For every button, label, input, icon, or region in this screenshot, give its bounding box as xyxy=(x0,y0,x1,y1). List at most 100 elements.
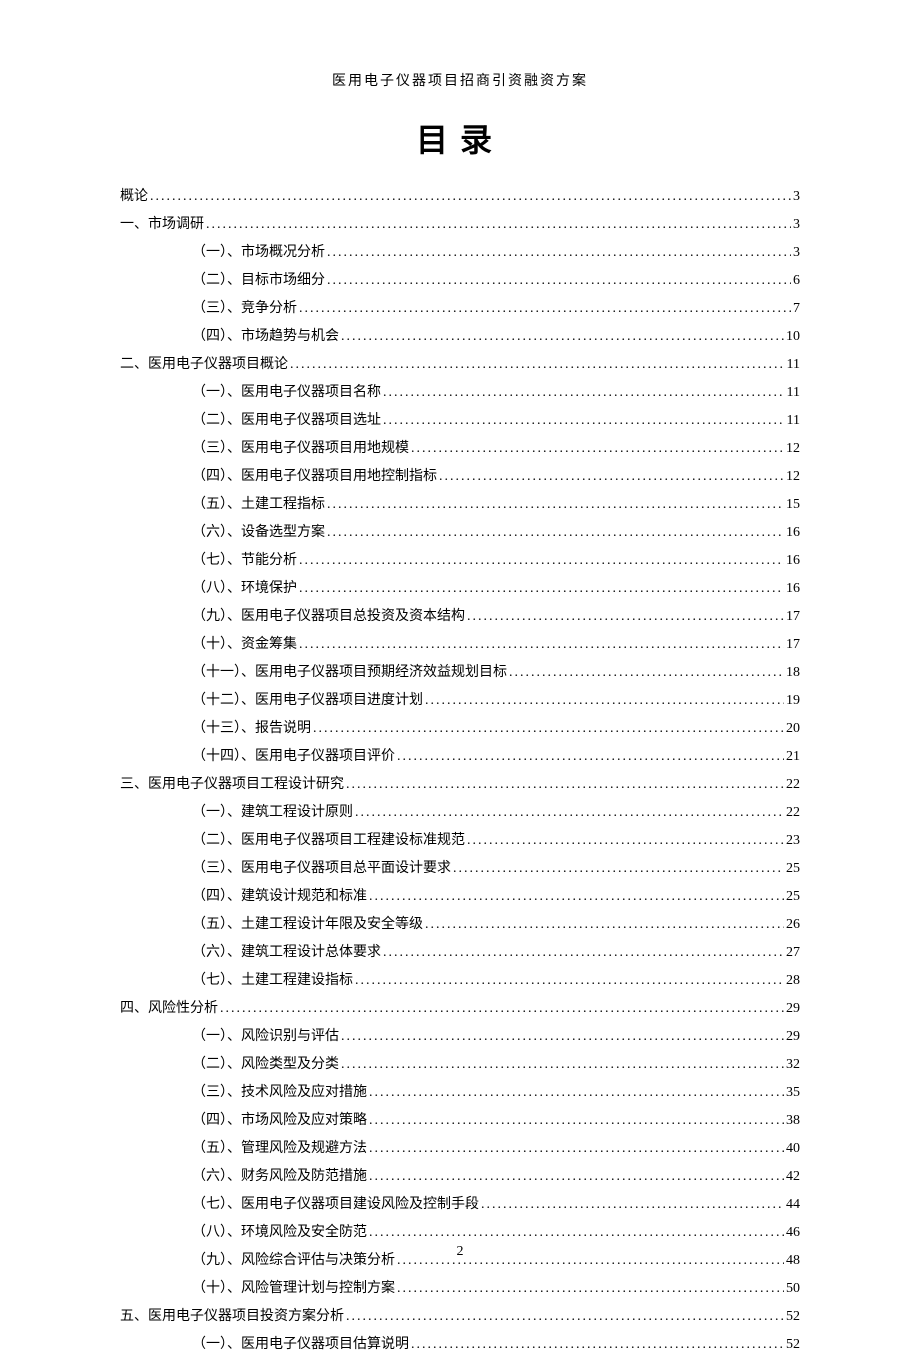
toc-entry-page: 44 xyxy=(786,1191,800,1219)
toc-entry-label: （十三）、报告说明 xyxy=(192,715,311,743)
toc-entry-label: （十）、资金筹集 xyxy=(192,631,297,659)
toc-entry-page: 11 xyxy=(787,407,800,435)
toc-entry-dots: ........................................… xyxy=(411,435,784,463)
toc-entry-label: 三、医用电子仪器项目工程设计研究 xyxy=(120,771,344,799)
toc-entry-label: （二）、风险类型及分类 xyxy=(192,1051,339,1079)
main-title: 目录 xyxy=(120,115,800,161)
toc-entry-dots: ........................................… xyxy=(369,1079,784,1107)
toc-entry-label: （一）、建筑工程设计原则 xyxy=(192,799,353,827)
toc-entry-page: 22 xyxy=(786,799,800,827)
toc-entry: （一）、市场概况分析..............................… xyxy=(120,239,800,267)
toc-entry: （二）、目标市场细分..............................… xyxy=(120,267,800,295)
toc-entry-label: （七）、节能分析 xyxy=(192,547,297,575)
toc-entry-label: （八）、环境保护 xyxy=(192,575,297,603)
toc-entry-dots: ........................................… xyxy=(369,1135,784,1163)
toc-entry-label: （三）、技术风险及应对措施 xyxy=(192,1079,367,1107)
toc-entry-label: （二）、医用电子仪器项目工程建设标准规范 xyxy=(192,827,465,855)
toc-entry-dots: ........................................… xyxy=(369,1219,784,1247)
toc-entry-dots: ........................................… xyxy=(346,771,784,799)
toc-entry: （八）、环境保护................................… xyxy=(120,575,800,603)
toc-entry: （八）、环境风险及安全防范...........................… xyxy=(120,1219,800,1247)
toc-entry-dots: ........................................… xyxy=(346,1303,784,1331)
toc-entry: （四）、市场趋势与机会.............................… xyxy=(120,323,800,351)
toc-entry: （三）、医用电子仪器项目总平面设计要求.....................… xyxy=(120,855,800,883)
toc-entry-page: 29 xyxy=(786,995,800,1023)
toc-entry-page: 16 xyxy=(786,519,800,547)
toc-entry-dots: ........................................… xyxy=(341,1023,784,1051)
toc-entry-dots: ........................................… xyxy=(397,743,784,771)
toc-entry-label: （五）、土建工程指标 xyxy=(192,491,325,519)
toc-entry-page: 23 xyxy=(786,827,800,855)
toc-entry-label: 概论 xyxy=(120,183,148,211)
toc-entry: （七）、节能分析................................… xyxy=(120,547,800,575)
toc-entry: 四、风险性分析.................................… xyxy=(120,995,800,1023)
toc-entry: （五）、土建工程设计年限及安全等级.......................… xyxy=(120,911,800,939)
toc-entry: （二）、医用电子仪器项目选址..........................… xyxy=(120,407,800,435)
toc-entry: 二、医用电子仪器项目概论............................… xyxy=(120,351,800,379)
toc-entry: （十）、资金筹集................................… xyxy=(120,631,800,659)
toc-entry-label: （七）、土建工程建设指标 xyxy=(192,967,353,995)
toc-entry-dots: ........................................… xyxy=(327,519,784,547)
toc-entry: （七）、医用电子仪器项目建设风险及控制手段...................… xyxy=(120,1191,800,1219)
toc-entry: （六）、财务风险及防范措施...........................… xyxy=(120,1163,800,1191)
toc-entry-label: （五）、土建工程设计年限及安全等级 xyxy=(192,911,423,939)
toc-entry-dots: ........................................… xyxy=(467,827,784,855)
toc-entry-dots: ........................................… xyxy=(439,463,784,491)
toc-entry-label: （一）、医用电子仪器项目估算说明 xyxy=(192,1331,409,1359)
toc-entry-dots: ........................................… xyxy=(397,1275,784,1303)
toc-entry-page: 20 xyxy=(786,715,800,743)
toc-entry-page: 22 xyxy=(786,771,800,799)
toc-entry-page: 15 xyxy=(786,491,800,519)
toc-entry-label: （九）、医用电子仪器项目总投资及资本结构 xyxy=(192,603,465,631)
toc-entry-dots: ........................................… xyxy=(355,967,784,995)
toc-entry: （七）、土建工程建设指标............................… xyxy=(120,967,800,995)
toc-entry-label: （二）、医用电子仪器项目选址 xyxy=(192,407,381,435)
toc-entry-dots: ........................................… xyxy=(467,603,784,631)
toc-entry-label: （二）、目标市场细分 xyxy=(192,267,325,295)
toc-entry-page: 28 xyxy=(786,967,800,995)
toc-entry: （一）、风险识别与评估.............................… xyxy=(120,1023,800,1051)
toc-entry-page: 3 xyxy=(793,211,800,239)
toc-entry-page: 11 xyxy=(787,379,800,407)
toc-entry: （三）、医用电子仪器项目用地规模........................… xyxy=(120,435,800,463)
toc-entry-dots: ........................................… xyxy=(341,323,784,351)
toc-entry-label: （三）、医用电子仪器项目用地规模 xyxy=(192,435,409,463)
toc-entry-label: （六）、设备选型方案 xyxy=(192,519,325,547)
toc-entry: （三）、竞争分析................................… xyxy=(120,295,800,323)
toc-entry-page: 42 xyxy=(786,1163,800,1191)
toc-entry-page: 19 xyxy=(786,687,800,715)
toc-entry-page: 52 xyxy=(786,1303,800,1331)
toc-entry: 五、医用电子仪器项目投资方案分析........................… xyxy=(120,1303,800,1331)
toc-entry-label: （四）、建筑设计规范和标准 xyxy=(192,883,367,911)
toc-entry-dots: ........................................… xyxy=(383,939,784,967)
toc-entry: （四）、建筑设计规范和标准...........................… xyxy=(120,883,800,911)
toc-entry-label: （三）、竞争分析 xyxy=(192,295,297,323)
toc-entry-page: 40 xyxy=(786,1135,800,1163)
toc-entry-dots: ........................................… xyxy=(369,883,784,911)
toc-entry: （十二）、医用电子仪器项目进度计划.......................… xyxy=(120,687,800,715)
toc-entry-dots: ........................................… xyxy=(383,379,785,407)
toc-entry: （一）、医用电子仪器项目估算说明........................… xyxy=(120,1331,800,1359)
toc-entry-page: 7 xyxy=(793,295,800,323)
toc-entry-label: （四）、医用电子仪器项目用地控制指标 xyxy=(192,463,437,491)
toc-entry-page: 29 xyxy=(786,1023,800,1051)
toc-entry-label: 五、医用电子仪器项目投资方案分析 xyxy=(120,1303,344,1331)
toc-entry-label: 四、风险性分析 xyxy=(120,995,218,1023)
toc-entry-dots: ........................................… xyxy=(327,239,791,267)
toc-entry: 三、医用电子仪器项目工程设计研究........................… xyxy=(120,771,800,799)
toc-entry: （二）、医用电子仪器项目工程建设标准规范....................… xyxy=(120,827,800,855)
toc-entry-page: 38 xyxy=(786,1107,800,1135)
toc-entry-page: 12 xyxy=(786,463,800,491)
toc-entry: （六）、建筑工程设计总体要求..........................… xyxy=(120,939,800,967)
toc-entry-label: （十）、风险管理计划与控制方案 xyxy=(192,1275,395,1303)
toc-entry-dots: ........................................… xyxy=(425,911,784,939)
toc-entry-label: （六）、建筑工程设计总体要求 xyxy=(192,939,381,967)
toc-entry-label: （三）、医用电子仪器项目总平面设计要求 xyxy=(192,855,451,883)
toc-entry-page: 3 xyxy=(793,183,800,211)
toc-entry-label: 二、医用电子仪器项目概论 xyxy=(120,351,288,379)
toc-entry: （三）、技术风险及应对措施...........................… xyxy=(120,1079,800,1107)
toc-entry-label: （十一）、医用电子仪器项目预期经济效益规划目标 xyxy=(192,659,507,687)
toc-entry-dots: ........................................… xyxy=(150,183,791,211)
toc-entry-dots: ........................................… xyxy=(327,491,784,519)
toc-entry-page: 46 xyxy=(786,1219,800,1247)
